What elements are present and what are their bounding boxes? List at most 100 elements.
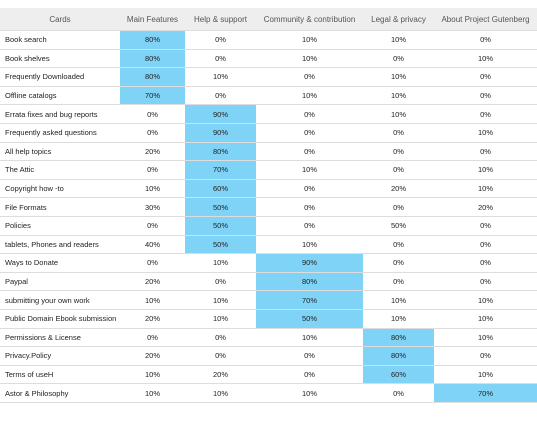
card-label: Frequently asked questions (0, 122, 120, 143)
card-label: Policies (0, 215, 120, 236)
percentage-cell: 10% (363, 308, 434, 328)
card-label: Copyright how -to (0, 178, 120, 198)
percentage-cell: 10% (256, 48, 363, 68)
column-header-community: Community & contribution (256, 8, 363, 31)
percentage-cell: 0% (256, 364, 363, 384)
percentage-cell: 0% (256, 122, 363, 143)
percentage-cell: 10% (256, 234, 363, 254)
percentage-cell: 0% (120, 253, 185, 273)
percentage-cell: 20% (120, 271, 185, 291)
column-header-legal-privacy: Legal & privacy (363, 8, 434, 31)
percentage-cell: 80% (120, 30, 185, 50)
percentage-cell: 10% (363, 67, 434, 87)
percentage-cell: 30% (120, 197, 185, 217)
percentage-cell: 0% (256, 141, 363, 161)
percentage-cell: 10% (434, 308, 537, 328)
percentage-cell: 10% (434, 364, 537, 384)
percentage-cell: 0% (120, 160, 185, 180)
card-label: Ways to Donate (0, 253, 120, 273)
percentage-cell: 80% (120, 67, 185, 87)
table-row: Errata fixes and bug reports 0% 90% 0% 10% 0% (0, 104, 537, 124)
table-row: Public Domain Ebook submission 20% 10% 50% 1… (0, 308, 537, 328)
percentage-cell: 10% (363, 85, 434, 105)
table-row: tablets, Phones and readers 40% 50% 10% 0% 0% (0, 234, 537, 254)
percentage-cell: 10% (185, 383, 256, 403)
card-label: File Formats (0, 197, 120, 217)
percentage-cell: 0% (185, 85, 256, 105)
percentage-cell: 0% (185, 346, 256, 366)
percentage-cell: 0% (185, 271, 256, 291)
percentage-cell: 0% (363, 234, 434, 254)
percentage-cell: 0% (363, 160, 434, 180)
percentage-cell: 20% (120, 308, 185, 328)
percentage-cell: 80% (363, 346, 434, 366)
card-label: All help topics (0, 141, 120, 161)
column-header-help-support: Help & support (185, 8, 256, 31)
percentage-cell: 70% (256, 290, 363, 310)
table-row: File Formats 30% 50% 0% 0% 20% (0, 197, 537, 217)
table-row: Paypal 20% 0% 80% 0% 0% (0, 271, 537, 291)
table-row: Frequently Downloaded 80% 10% 0% 10% 0% (0, 67, 537, 87)
percentage-cell: 0% (120, 327, 185, 347)
percentage-cell: 0% (256, 178, 363, 198)
percentage-cell: 80% (256, 271, 363, 291)
card-label: The Attic (0, 160, 120, 180)
percentage-cell: 0% (256, 67, 363, 87)
table-row: Policies 0% 50% 0% 50% 0% (0, 215, 537, 236)
percentage-cell: 10% (120, 383, 185, 403)
card-label: tablets, Phones and readers (0, 234, 120, 254)
percentage-cell: 10% (363, 290, 434, 310)
percentage-cell: 0% (256, 197, 363, 217)
percentage-cell: 60% (185, 178, 256, 198)
table-row: submitting your own work 10% 10% 70% 10% 10% (0, 290, 537, 310)
percentage-cell: 10% (120, 178, 185, 198)
card-label: Paypal (0, 271, 120, 291)
percentage-cell: 0% (256, 104, 363, 124)
percentage-cell: 10% (120, 290, 185, 310)
percentage-cell: 10% (256, 383, 363, 403)
percentage-cell: 70% (434, 383, 537, 403)
percentage-cell: 50% (185, 234, 256, 254)
card-label: Book search (0, 30, 120, 50)
percentage-cell: 50% (185, 197, 256, 217)
percentage-cell: 0% (256, 215, 363, 236)
percentage-cell: 20% (363, 178, 434, 198)
percentage-cell: 0% (363, 253, 434, 273)
percentage-cell: 0% (434, 141, 537, 161)
percentage-cell: 10% (256, 160, 363, 180)
percentage-cell: 0% (120, 215, 185, 236)
percentage-cell: 0% (363, 383, 434, 403)
percentage-cell: 10% (256, 85, 363, 105)
table-row: Book shelves 80% 0% 10% 0% 10% (0, 48, 537, 68)
percentage-cell: 10% (434, 48, 537, 68)
percentage-cell: 80% (363, 327, 434, 347)
percentage-cell: 0% (185, 48, 256, 68)
card-label: Offline catalogs (0, 85, 120, 105)
percentage-cell: 90% (256, 253, 363, 273)
table-body: Book search 80% 0% 10% 10% 0% Book shelves 80% 0… (0, 30, 537, 403)
table-row: Privacy.Policy 20% 0% 0% 80% 0% (0, 346, 537, 366)
percentage-cell: 0% (434, 346, 537, 366)
percentage-cell: 10% (434, 290, 537, 310)
card-label: submitting your own work (0, 290, 120, 310)
percentage-cell: 80% (185, 141, 256, 161)
table-row: Permissions & License 0% 0% 10% 80% 10% (0, 327, 537, 347)
percentage-cell: 10% (185, 67, 256, 87)
percentage-cell: 50% (256, 308, 363, 328)
card-label: Public Domain Ebook submission (0, 308, 120, 328)
card-label: Privacy.Policy (0, 346, 120, 366)
card-label: Astor & Philosophy (0, 383, 120, 403)
percentage-cell: 0% (363, 271, 434, 291)
percentage-cell: 10% (434, 178, 537, 198)
column-header-cards: Cards (0, 8, 120, 31)
percentage-cell: 10% (434, 327, 537, 347)
card-label: Book shelves (0, 48, 120, 68)
percentage-cell: 0% (120, 122, 185, 143)
percentage-cell: 10% (363, 30, 434, 50)
percentage-cell: 0% (434, 234, 537, 254)
percentage-cell: 70% (185, 160, 256, 180)
percentage-cell: 20% (120, 141, 185, 161)
percentage-cell: 0% (363, 197, 434, 217)
percentage-cell: 20% (185, 364, 256, 384)
